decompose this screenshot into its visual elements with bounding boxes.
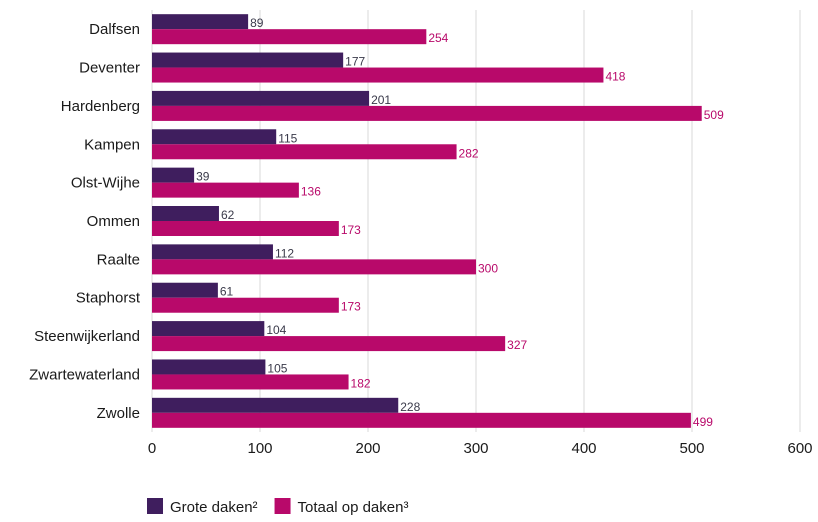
x-tick-label: 600: [787, 440, 812, 457]
data-label: 282: [459, 146, 479, 160]
data-label: 177: [345, 55, 365, 69]
bar-grote-daken: [152, 359, 265, 374]
legend-swatch: [275, 498, 291, 514]
data-label: 105: [267, 361, 287, 375]
data-label: 173: [341, 223, 361, 237]
data-label: 115: [278, 131, 297, 145]
data-label: 228: [400, 400, 420, 414]
data-label: 327: [507, 338, 527, 352]
bars: 89 254 177 418 201 509 115 282 39 136 62 173 112 300 6…: [152, 14, 724, 429]
bar-grote-daken: [152, 129, 276, 144]
bar-totaal-op-daken: [152, 374, 349, 389]
data-label: 89: [250, 16, 264, 30]
x-tick-labels: 0 100 200 300 400 500 600: [148, 440, 813, 457]
data-label: 418: [605, 70, 625, 84]
bar-totaal-op-daken: [152, 259, 476, 274]
bar-grote-daken: [152, 283, 218, 298]
data-label: 182: [351, 376, 371, 390]
bar-totaal-op-daken: [152, 221, 339, 236]
category-label: Olst-Wijhe: [71, 175, 140, 192]
data-label: 136: [301, 185, 321, 199]
x-tick-label: 400: [571, 440, 596, 457]
x-tick-label: 500: [679, 440, 704, 457]
category-label: Raalte: [97, 251, 140, 268]
data-label: 254: [428, 31, 448, 45]
x-tick-label: 200: [355, 440, 380, 457]
data-label: 62: [221, 208, 235, 222]
data-label: 201: [371, 93, 391, 107]
data-label: 509: [704, 108, 724, 122]
bar-totaal-op-daken: [152, 298, 339, 313]
data-label: 112: [275, 246, 294, 260]
bar-totaal-op-daken: [152, 336, 505, 351]
category-label: Zwartewaterland: [29, 366, 140, 383]
bar-grote-daken: [152, 14, 248, 29]
bar-grote-daken: [152, 168, 194, 183]
bar-totaal-op-daken: [152, 183, 299, 198]
data-label: 104: [266, 323, 286, 337]
bar-grote-daken: [152, 206, 219, 221]
category-label: Ommen: [87, 213, 140, 230]
bar-grote-daken: [152, 91, 369, 106]
legend-swatch: [147, 498, 163, 514]
data-label: 61: [220, 285, 234, 299]
bar-grote-daken: [152, 398, 398, 413]
x-tick-label: 100: [247, 440, 272, 457]
legend-label: Totaal op daken³: [298, 499, 409, 516]
category-label: Steenwijkerland: [34, 328, 140, 345]
legend-label: Grote daken²: [170, 499, 258, 516]
category-label: Dalfsen: [89, 21, 140, 38]
category-label: Kampen: [84, 136, 140, 153]
bar-totaal-op-daken: [152, 29, 426, 44]
data-label: 499: [693, 415, 713, 429]
bar-totaal-op-daken: [152, 144, 457, 159]
category-label: Staphorst: [76, 290, 141, 307]
bar-grote-daken: [152, 53, 343, 68]
bar-totaal-op-daken: [152, 413, 691, 428]
data-label: 39: [196, 170, 210, 184]
category-label: Hardenberg: [61, 98, 140, 115]
bar-grote-daken: [152, 321, 264, 336]
category-labels: Dalfsen Deventer Hardenberg Kampen Olst-Wijh…: [29, 21, 141, 422]
data-label: 173: [341, 300, 361, 314]
category-label: Zwolle: [97, 405, 140, 422]
category-label: Deventer: [79, 60, 140, 77]
x-tick-label: 300: [463, 440, 488, 457]
data-label: 300: [478, 261, 498, 275]
x-tick-label: 0: [148, 440, 156, 457]
bar-totaal-op-daken: [152, 68, 603, 83]
bar-totaal-op-daken: [152, 106, 702, 121]
legend: Grote daken² Totaal op daken³: [147, 498, 408, 516]
bar-grote-daken: [152, 244, 273, 259]
